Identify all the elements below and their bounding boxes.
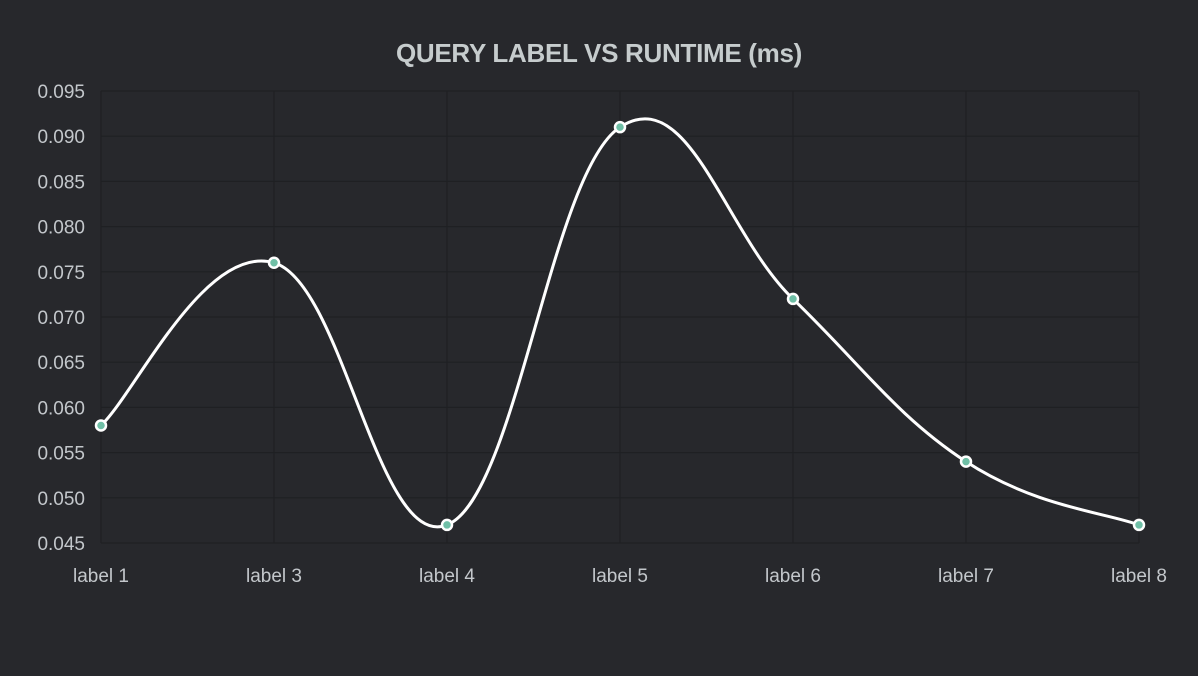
data-point[interactable] xyxy=(267,256,281,270)
y-tick-label: 0.095 xyxy=(37,82,85,103)
y-tick-label: 0.075 xyxy=(37,263,85,284)
x-tick-label: label 4 xyxy=(419,566,475,587)
y-tick-label: 0.065 xyxy=(37,353,85,374)
data-point[interactable] xyxy=(786,292,800,306)
y-tick-label: 0.085 xyxy=(37,172,85,193)
axis-labels: 0.045 0.050 0.055 0.060 0.065 0.070 0.075 0.080… xyxy=(37,82,1167,587)
y-tick-label: 0.070 xyxy=(37,308,85,329)
y-tick-label: 0.045 xyxy=(37,534,85,555)
chart-title: QUERY LABEL VS RUNTIME (ms) xyxy=(395,38,803,68)
x-tick-label: label 1 xyxy=(73,566,129,587)
y-tick-label: 0.050 xyxy=(37,489,85,510)
y-tick-label: 0.090 xyxy=(37,127,85,148)
grid-lines xyxy=(100,90,1140,544)
x-tick-label: label 8 xyxy=(1111,566,1167,587)
x-tick-label: label 6 xyxy=(765,566,821,587)
data-point[interactable] xyxy=(613,120,627,134)
data-point[interactable] xyxy=(94,419,108,432)
data-point[interactable] xyxy=(959,455,973,468)
y-tick-label: 0.080 xyxy=(37,218,85,239)
data-point[interactable] xyxy=(1132,518,1146,532)
x-tick-label: label 3 xyxy=(246,566,302,587)
x-tick-label: label 5 xyxy=(592,566,648,587)
y-tick-label: 0.060 xyxy=(37,398,85,419)
x-tick-label: label 7 xyxy=(938,566,994,587)
data-point[interactable] xyxy=(440,518,454,532)
data-points xyxy=(94,120,1146,532)
y-tick-label: 0.055 xyxy=(37,444,85,465)
